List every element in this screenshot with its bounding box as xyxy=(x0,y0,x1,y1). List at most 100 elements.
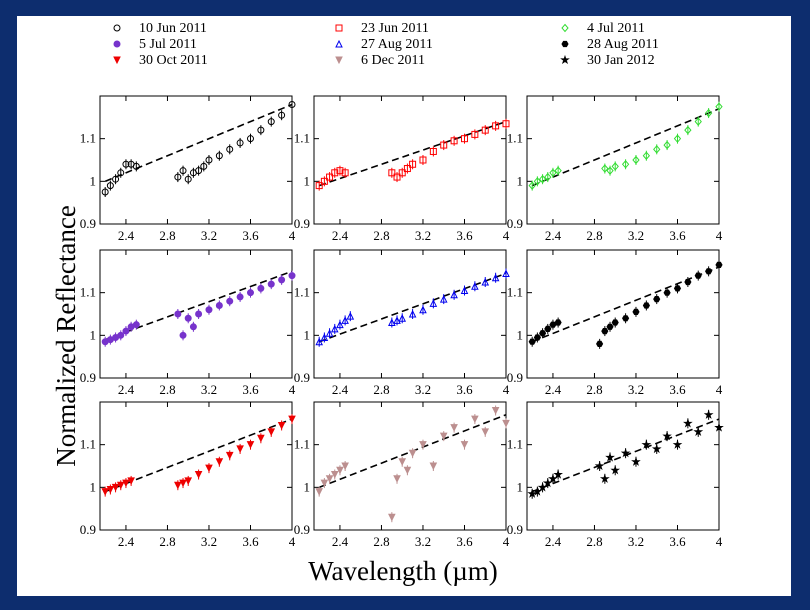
data-point xyxy=(450,424,458,432)
data-point xyxy=(532,486,543,496)
data-point xyxy=(393,173,401,181)
data-point xyxy=(341,169,349,177)
data-point xyxy=(179,167,187,175)
data-point xyxy=(226,297,234,305)
x-tick-label: 3.6 xyxy=(242,382,259,397)
data-point xyxy=(226,145,234,153)
data-point xyxy=(106,485,115,494)
data-point xyxy=(101,488,109,496)
legend-item: 10 Jun 2011 xyxy=(113,21,207,36)
data-point xyxy=(549,321,557,328)
data-point xyxy=(288,272,296,280)
legend-item: 30 Oct 2011 xyxy=(113,53,208,68)
x-tick-label: 4 xyxy=(716,534,723,549)
y-tick-label: 1 xyxy=(517,327,524,342)
y-tick-label: 1.1 xyxy=(294,131,310,146)
data-point xyxy=(325,475,334,483)
y-tick-label: 0.9 xyxy=(507,370,523,385)
legend-marker xyxy=(560,54,570,65)
panel-3: 2.4 2.8 3.2 3.6 4 0.9 1 1.1 xyxy=(507,95,723,243)
data-point xyxy=(122,327,130,335)
y-tick-label: 1.1 xyxy=(294,285,310,300)
x-tick-label: 3.2 xyxy=(628,382,644,397)
legend-item: 28 Aug 2011 xyxy=(561,37,659,52)
fit-line xyxy=(531,108,720,187)
data-point xyxy=(554,166,562,175)
data-point xyxy=(554,319,562,326)
data-point xyxy=(267,428,276,436)
data-point xyxy=(491,273,500,282)
data-point xyxy=(127,477,135,486)
x-tick-label: 4 xyxy=(289,228,296,243)
data-point xyxy=(315,182,323,190)
fit-line xyxy=(318,272,507,343)
data-point xyxy=(662,431,672,441)
data-point xyxy=(693,426,704,437)
data-point xyxy=(215,152,223,160)
y-tick-label: 1.1 xyxy=(80,437,96,452)
data-point xyxy=(388,169,396,177)
data-point xyxy=(471,415,479,424)
data-point xyxy=(502,269,510,277)
data-point xyxy=(663,289,671,296)
y-tick-label: 0.9 xyxy=(507,216,523,231)
x-tick-label: 2.4 xyxy=(545,228,562,243)
data-point xyxy=(419,441,427,449)
data-point xyxy=(336,320,344,329)
data-point xyxy=(393,316,401,324)
data-point xyxy=(653,145,661,154)
data-point xyxy=(632,308,640,315)
legend-label: 30 Jan 2012 xyxy=(587,53,655,68)
x-tick-label: 2.8 xyxy=(586,382,602,397)
data-point xyxy=(278,111,286,119)
plot-frame xyxy=(99,95,293,225)
data-point xyxy=(320,177,328,185)
data-point xyxy=(341,316,349,324)
data-point xyxy=(288,101,296,109)
fit-line xyxy=(531,266,720,343)
x-tick-label: 4 xyxy=(716,228,723,243)
y-tick-label: 1.1 xyxy=(507,131,523,146)
data-point xyxy=(246,135,254,143)
data-point xyxy=(325,329,334,337)
data-point xyxy=(320,479,329,488)
data-point xyxy=(408,449,417,458)
data-point xyxy=(320,333,329,341)
y-tick-label: 1 xyxy=(517,173,524,188)
data-point xyxy=(195,310,203,318)
x-tick-label: 3.6 xyxy=(669,534,686,549)
legend-label: 28 Aug 2011 xyxy=(587,37,659,52)
legend-item: 30 Jan 2012 xyxy=(560,53,655,68)
spectra-figure: 10 Jun 2011 23 Jun 2011 4 Jul 2011 5 Jul 20… xyxy=(51,21,724,586)
data-point xyxy=(694,117,702,126)
legend-label: 27 Aug 2011 xyxy=(361,37,433,52)
data-point xyxy=(189,323,197,331)
y-tick-label: 0.9 xyxy=(294,216,310,231)
x-tick-label: 2.8 xyxy=(159,534,175,549)
data-point xyxy=(408,309,417,318)
x-tick-label: 2.8 xyxy=(586,534,602,549)
data-point xyxy=(673,134,682,143)
data-point xyxy=(330,324,339,333)
y-tick-label: 0.9 xyxy=(80,216,96,231)
plot-frame xyxy=(99,249,293,379)
y-tick-label: 1.1 xyxy=(507,285,523,300)
x-tick-label: 3.2 xyxy=(201,228,217,243)
data-point xyxy=(429,462,438,471)
y-tick-label: 0.9 xyxy=(294,370,310,385)
x-tick-label: 3.6 xyxy=(456,534,473,549)
data-point xyxy=(341,462,349,471)
data-point xyxy=(611,319,619,326)
data-point xyxy=(705,268,713,275)
data-point xyxy=(236,139,244,147)
data-point xyxy=(278,276,286,284)
data-point xyxy=(439,432,448,441)
x-tick-label: 2.4 xyxy=(545,534,562,549)
data-point xyxy=(111,483,120,492)
x-tick-label: 2.8 xyxy=(373,534,389,549)
data-point xyxy=(544,325,552,332)
x-tick-label: 4 xyxy=(289,534,296,549)
data-point xyxy=(403,466,412,475)
plot-frame xyxy=(526,95,720,225)
legend-label: 23 Jun 2011 xyxy=(361,21,429,36)
